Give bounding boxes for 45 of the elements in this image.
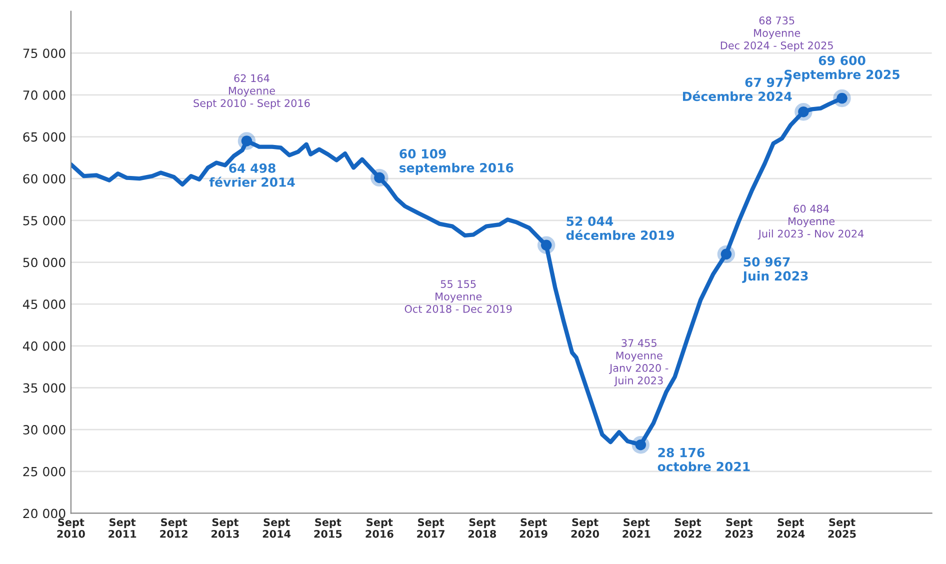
- y-tick-label: 45 000: [22, 300, 66, 310]
- data-label: 52 044 décembre 2019: [566, 216, 674, 240]
- data-label: 50 967 Juin 2023: [742, 257, 808, 283]
- annotation: 60 484 Moyenne Juil 2023 - Nov 2024: [758, 204, 864, 240]
- annotation: 55 155 Moyenne Oct 2018 - Dec 2019: [404, 280, 512, 313]
- y-tick-label: 70 000: [23, 90, 66, 100]
- point: [370, 168, 388, 187]
- x-tick-label: Sept 2023: [725, 518, 753, 538]
- point: [537, 236, 556, 254]
- y-tick-label: 75 000: [23, 48, 66, 58]
- x-tick-label: Sept 2025: [828, 518, 856, 538]
- point: [794, 103, 812, 121]
- x-tick-label: Sept 2014: [262, 518, 291, 538]
- x-tick-label: Sept 2016: [366, 518, 394, 538]
- y-tick-label: 50 000: [23, 258, 66, 268]
- x-tick-label: Sept 2010: [57, 518, 85, 538]
- x-tick-label: Sept 2012: [160, 518, 188, 538]
- x-tick-label: Sept 2022: [674, 518, 702, 538]
- point: [717, 245, 736, 264]
- x-tick-label: Sept 2018: [468, 518, 496, 538]
- point: [632, 436, 650, 454]
- y-tick-label: 40 000: [22, 341, 66, 351]
- x-tick-label: Sept 2019: [520, 518, 548, 538]
- annotation: 68 735 Moyenne Dec 2024 - Sept 2025: [720, 16, 833, 52]
- point: [238, 132, 256, 150]
- y-tick-label: 60 000: [23, 174, 66, 184]
- x-tick-label: Sept 2015: [314, 518, 342, 538]
- y-tick-label: 30 000: [23, 425, 66, 435]
- data-label: 60 109 septembre 2016: [400, 149, 514, 175]
- x-tick-label: Sept 2021: [622, 518, 650, 538]
- x-tick-label: Sept 2017: [417, 518, 444, 538]
- x-tick-label: Sept 2013: [212, 518, 239, 538]
- annotation: 37 455 Moyenne Janv 2020 - Juin 2023: [609, 339, 668, 386]
- point: [833, 89, 851, 108]
- y-tick-label: 35 000: [23, 383, 66, 393]
- x-tick-label: Sept 2011: [108, 518, 136, 538]
- data-label: 28 176 octobre 2021: [658, 448, 750, 472]
- x-tick-label: Sept 2024: [776, 518, 805, 538]
- y-tick-label: 65 000: [23, 132, 66, 142]
- y-tick-label: 20 000: [23, 508, 66, 518]
- x-tick-label: Sept 2020: [571, 518, 600, 538]
- y-tick-label: 55 000: [23, 216, 66, 226]
- y-tick-label: 25 000: [23, 466, 66, 476]
- annotation: 62 164 Moyenne Sept 2010 - Sept 2016: [194, 74, 310, 110]
- data-label: 64 498 février 2014: [209, 163, 295, 187]
